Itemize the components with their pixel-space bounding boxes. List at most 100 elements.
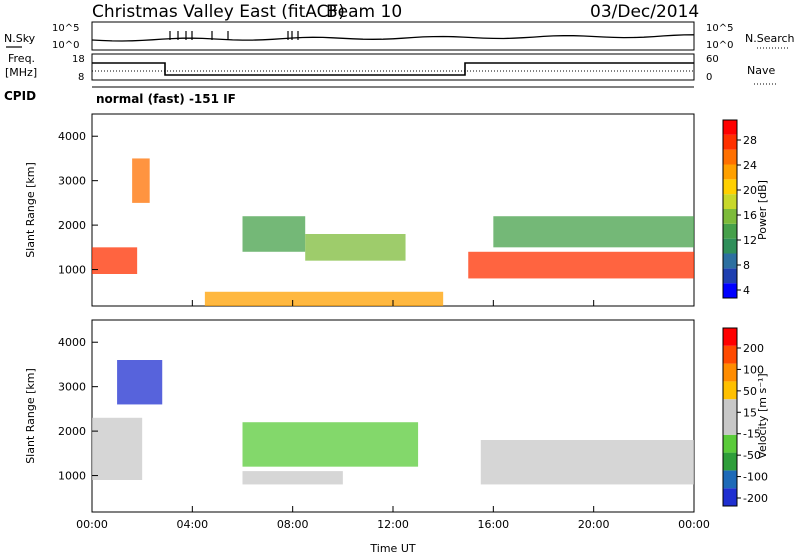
power-axis: 4000 3000 2000 1000 xyxy=(58,130,695,306)
velocity-region xyxy=(117,360,163,405)
colorbar-frame xyxy=(722,327,738,507)
nsky-trace xyxy=(91,34,695,42)
velocity-region xyxy=(92,417,143,480)
colorbar-cell xyxy=(723,134,737,150)
colorbar-cell xyxy=(723,417,737,435)
colorbar-tick-label: 28 xyxy=(743,134,757,147)
colorbar-tick-label: 12 xyxy=(743,234,757,247)
colorbar-cell xyxy=(723,363,737,382)
power-ylabel: Slant Range [km] xyxy=(24,162,37,258)
nsky-panel xyxy=(91,21,695,51)
colorbar-tick-label: 200 xyxy=(743,342,764,355)
colorbar-cell xyxy=(723,209,737,224)
colorbar-cell xyxy=(723,452,737,471)
power-colorbar: 28 24 20 16 12 8 4 xyxy=(722,119,757,299)
freq-tick-top: 18 xyxy=(72,54,85,65)
x-tick-label: 16:00 xyxy=(477,518,509,531)
nave-tick-bottom: 0 xyxy=(706,72,712,83)
power-heatmap xyxy=(92,158,694,306)
y-tick-label: 2000 xyxy=(58,425,86,438)
colorbar-tick-label: 24 xyxy=(743,159,757,172)
nsky-tick-right-top: 10^5 xyxy=(706,23,733,34)
cpid-mode: normal (fast) -151 IF xyxy=(96,92,236,106)
colorbar-cell xyxy=(723,328,737,346)
title-station: Christmas Valley East (fitACF) xyxy=(92,2,345,22)
nsearch-label: N.Search xyxy=(745,32,795,45)
x-tick-label: 08:00 xyxy=(277,518,309,531)
colorbar-tick-label: 50 xyxy=(743,385,757,398)
colorbar-tick-label: 20 xyxy=(743,184,757,197)
power-region xyxy=(92,247,138,274)
power-colorbar-label: Power [dB] xyxy=(756,180,769,240)
freq-trace xyxy=(92,62,694,76)
x-tick-label: 20:00 xyxy=(578,518,610,531)
freq-unit: [MHz] xyxy=(5,66,37,79)
nsky-tick-right-bottom: 10^0 xyxy=(706,40,733,51)
colorbar-cell xyxy=(723,488,737,506)
colorbar-cell xyxy=(723,345,737,364)
colorbar-cell xyxy=(723,120,737,135)
power-region xyxy=(468,251,694,279)
colorbar-cell xyxy=(723,268,737,284)
colorbar-frame xyxy=(722,119,738,299)
power-region xyxy=(242,216,306,252)
nsky-spikes xyxy=(169,31,299,40)
y-tick-label: 3000 xyxy=(58,175,86,188)
colorbar-cell xyxy=(723,283,737,298)
colorbar-cell xyxy=(723,470,737,489)
y-tick-label: 3000 xyxy=(58,381,86,394)
velocity-colorbar-label: Velocity [m s⁻¹] xyxy=(756,373,769,458)
nsky-tick-left-top: 10^5 xyxy=(52,23,79,34)
x-tick-label: 00:00 xyxy=(76,518,108,531)
power-region xyxy=(493,216,694,248)
freq-panel xyxy=(91,53,695,81)
colorbar-tick-label: 4 xyxy=(743,284,750,297)
nave-tick-top: 60 xyxy=(706,54,719,65)
colorbar-cell xyxy=(723,164,737,180)
velocity-region xyxy=(480,440,694,485)
nsky-tick-left-bottom: 10^0 xyxy=(52,40,79,51)
colorbar-cell xyxy=(723,223,737,239)
colorbar-cell xyxy=(723,399,737,417)
velocity-colorbar: 200 100 50 15 -15 -50 -100 -200 xyxy=(722,327,768,507)
colorbar-tick-label: -15 xyxy=(743,428,761,441)
y-tick-label: 1000 xyxy=(58,470,86,483)
velocity-ylabel: Slant Range [km] xyxy=(24,368,37,464)
power-region xyxy=(132,158,150,203)
x-tick-label: 12:00 xyxy=(377,518,409,531)
y-tick-label: 4000 xyxy=(58,336,86,349)
x-tick-label: 04:00 xyxy=(176,518,208,531)
colorbar-tick-label: 8 xyxy=(743,259,750,272)
colorbar-cell xyxy=(723,434,737,453)
colorbar-cell xyxy=(723,253,737,269)
colorbar-tick-label: -50 xyxy=(743,449,761,462)
nave-label: Nave xyxy=(747,64,775,77)
colorbar-tick-label: -100 xyxy=(743,471,768,484)
xaxis-label: Time UT xyxy=(369,542,415,554)
colorbar-tick-label: 15 xyxy=(743,406,757,419)
colorbar-tick-label: 16 xyxy=(743,209,757,222)
colorbar-cell xyxy=(723,194,737,209)
velocity-region xyxy=(242,422,419,467)
nsky-label: N.Sky xyxy=(4,32,36,45)
x-tick-label: 00:00 xyxy=(678,518,710,531)
freq-label: Freq. xyxy=(8,52,35,65)
velocity-region xyxy=(242,471,343,485)
y-tick-label: 4000 xyxy=(58,130,86,143)
power-region xyxy=(305,234,406,261)
y-tick-label: 2000 xyxy=(58,219,86,232)
velocity-heatmap xyxy=(92,360,694,485)
colorbar-tick-label: -200 xyxy=(743,492,768,505)
y-tick-label: 1000 xyxy=(58,264,86,277)
colorbar-tick-label: 100 xyxy=(743,363,764,376)
colorbar-cell xyxy=(723,179,737,195)
velocity-axis: 4000 3000 2000 1000 00:00 04:00 08:00 12:00 16:0… xyxy=(58,336,710,531)
colorbar-cell xyxy=(723,149,737,165)
freq-tick-bottom: 8 xyxy=(78,72,84,83)
title-date: 03/Dec/2014 xyxy=(590,2,699,22)
title-beam: Beam 10 xyxy=(326,2,402,22)
colorbar-cell xyxy=(723,238,737,254)
power-region xyxy=(204,291,444,306)
colorbar-cell xyxy=(723,381,737,400)
